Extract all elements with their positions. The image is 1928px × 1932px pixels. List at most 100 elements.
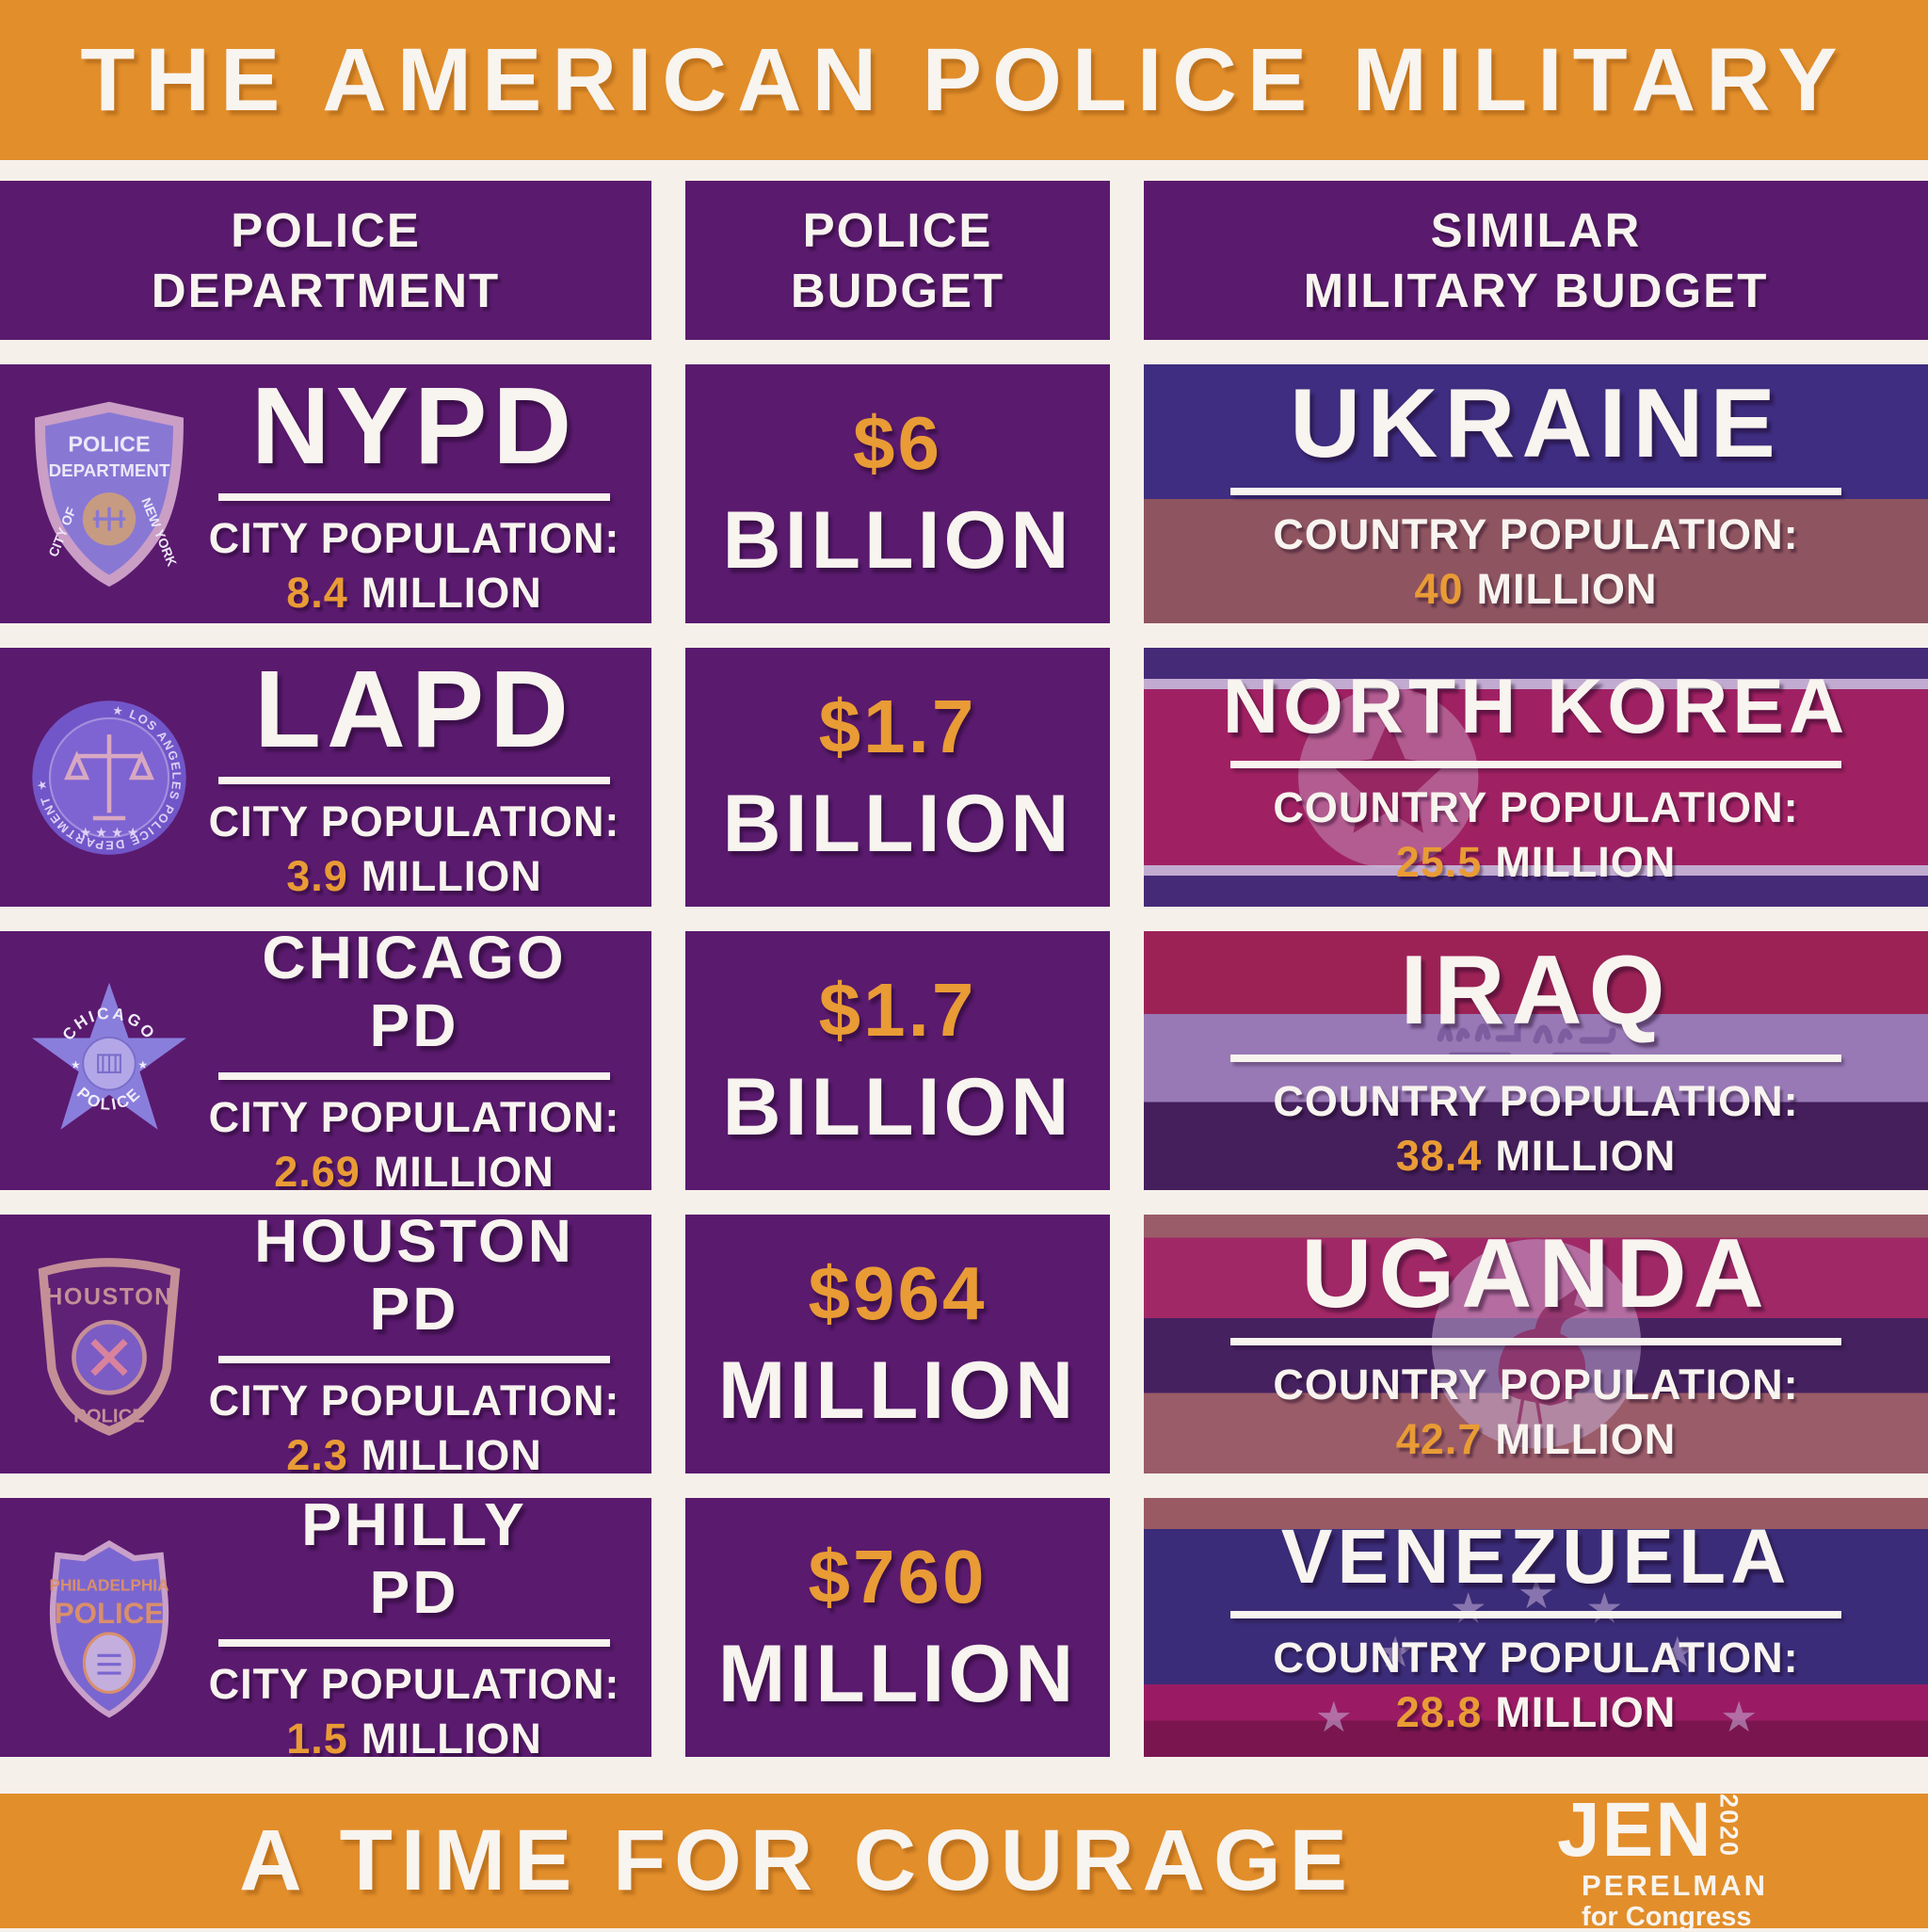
military-text-block: IRAQ COUNTRY POPULATION: 38.4 MILLION <box>1144 931 1928 1190</box>
police-department-cell: HOUSTON POLICE HOUSTON PD CITY POPULATIO… <box>0 1215 651 1473</box>
column-header-similar-military-budget: SIMILAR MILITARY BUDGET <box>1144 181 1928 340</box>
divider-rule <box>218 1639 610 1648</box>
budget-amount: $964 <box>808 1251 988 1335</box>
page-title: THE AMERICAN POLICE MILITARY <box>80 29 1848 130</box>
police-budget-cell: $1.7 BILLION <box>685 931 1110 1190</box>
divider-rule <box>1229 1610 1842 1618</box>
svg-text:POLICE: POLICE <box>55 1597 164 1630</box>
svg-text:★: ★ <box>137 1057 148 1071</box>
campaign-tagline: A TIME FOR COURAGE <box>239 1812 1356 1908</box>
budget-amount: $1.7 <box>818 684 977 768</box>
country-population-value: 38.4 MILLION <box>1396 1132 1677 1181</box>
military-budget-cell: NORTH KOREA COUNTRY POPULATION: 25.5 MILL… <box>1144 648 1928 907</box>
country-population-value: 42.7 MILLION <box>1396 1415 1677 1464</box>
divider-rule <box>1229 1054 1842 1062</box>
military-text-block: NORTH KOREA COUNTRY POPULATION: 25.5 MILL… <box>1144 648 1928 907</box>
divider-rule <box>218 1072 610 1081</box>
city-population-label: CITY POPULATION: <box>208 797 620 845</box>
population-number: 1.5 <box>286 1715 348 1757</box>
svg-text:★: ★ <box>1585 1585 1623 1632</box>
police-budget-cell: $6 BILLION <box>685 364 1110 623</box>
svg-text:PHILADELPHIA: PHILADELPHIA <box>49 1575 169 1594</box>
logo-jen-text: JEN <box>1557 1786 1713 1873</box>
military-budget-cell: UGANDA COUNTRY POPULATION: 42.7 MILLION <box>1144 1215 1928 1473</box>
svg-text:★: ★ <box>1658 1629 1695 1676</box>
budget-unit: MILLION <box>717 1629 1078 1719</box>
jen-perelman-campaign-logo: JEN 2020 PERELMAN for Congress <box>1557 1786 1768 1932</box>
budget-unit: BILLION <box>722 779 1073 869</box>
population-unit: MILLION <box>1495 837 1677 886</box>
country-population-label: COUNTRY POPULATION: <box>1273 1076 1799 1125</box>
police-department-cell: POLICE DEPARTMENT CITY OF NEW YORK NYPD … <box>0 364 651 623</box>
military-text-block: UGANDA COUNTRY POPULATION: 42.7 MILLION <box>1144 1215 1928 1473</box>
city-population-label: CITY POPULATION: <box>208 1660 620 1709</box>
column-header-police-department: POLICE DEPARTMENT <box>0 181 651 340</box>
country-population-value: 25.5 MILLION <box>1396 838 1677 887</box>
svg-text:DEPARTMENT: DEPARTMENT <box>49 460 170 480</box>
svg-text:HOUSTON: HOUSTON <box>45 1283 173 1310</box>
houston-shield-badge-icon: HOUSTON POLICE <box>38 1258 181 1436</box>
divider-rule <box>1229 487 1842 495</box>
budget-unit: BILLION <box>722 1062 1073 1152</box>
divider-rule <box>218 492 610 501</box>
svg-text:★: ★ <box>1376 1629 1414 1676</box>
country-population-value: 28.8 MILLION <box>1396 1688 1677 1737</box>
population-number: 42.7 <box>1395 1414 1483 1463</box>
population-number: 38.4 <box>1395 1131 1483 1180</box>
svg-text:★: ★ <box>1314 1694 1352 1741</box>
divider-rule <box>218 776 610 784</box>
police-badge-slot: POLICE DEPARTMENT CITY OF NEW YORK <box>17 398 201 589</box>
budget-unit: MILLION <box>717 1345 1078 1436</box>
country-population-label: COUNTRY POPULATION: <box>1273 1360 1799 1409</box>
population-number: 3.9 <box>286 851 348 900</box>
population-unit: MILLION <box>361 1431 542 1473</box>
city-population-label: CITY POPULATION: <box>208 1377 620 1425</box>
population-number: 28.8 <box>1395 1687 1483 1736</box>
military-text-block: VENEZUELA COUNTRY POPULATION: 28.8 MILLIO… <box>1144 1498 1928 1757</box>
population-number: 8.4 <box>286 568 348 617</box>
nypd-shield-badge-icon: POLICE DEPARTMENT CITY OF NEW YORK <box>35 401 184 587</box>
military-budget-cell: ★ ★ ★ ★ ★ ★ ★ VENEZUELA COUNTRY POPULATION: … <box>1144 1498 1928 1757</box>
population-unit: MILLION <box>1495 1131 1677 1180</box>
svg-text:★: ★ <box>1517 1570 1554 1618</box>
police-badge-slot: HOUSTON POLICE <box>17 1248 201 1440</box>
population-number: 25.5 <box>1395 837 1483 886</box>
military-budget-cell: IRAQ COUNTRY POPULATION: 38.4 MILLION <box>1144 931 1928 1190</box>
police-budget-cell: $1.7 BILLION <box>685 648 1110 907</box>
police-badge-slot: CHICAGO POLICE ★ ★ <box>17 980 201 1142</box>
military-budget-cell: UKRAINE COUNTRY POPULATION: 40 MILLION <box>1144 364 1928 623</box>
population-unit: MILLION <box>1495 1687 1677 1736</box>
city-population-value: 8.4 MILLION <box>201 569 627 618</box>
header-line: SIMILAR <box>1430 202 1642 257</box>
department-name: PHILLY PD <box>301 1498 527 1626</box>
logo-year-text: 2020 <box>1714 1793 1743 1858</box>
header-line: POLICE <box>802 202 993 257</box>
city-population-value: 2.69 MILLION <box>201 1148 627 1190</box>
lapd-seal-badge-icon: ★ LOS ANGELES POLICE DEPARTMENT ★ ★ ★ ★ … <box>32 700 186 855</box>
country-name: NORTH KOREA <box>1222 663 1850 749</box>
department-name: CHICAGO PD <box>262 931 567 1059</box>
police-badge-slot: ★ LOS ANGELES POLICE DEPARTMENT ★ ★ ★ ★ … <box>17 697 201 859</box>
country-name: UGANDA <box>1301 1218 1771 1328</box>
police-budget-cell: $760 MILLION <box>685 1498 1110 1757</box>
logo-top-row: JEN 2020 <box>1557 1786 1768 1873</box>
header-line: DEPARTMENT <box>151 263 501 317</box>
divider-rule <box>218 1356 610 1364</box>
population-unit: MILLION <box>1495 1414 1677 1463</box>
svg-text:★: ★ <box>1449 1585 1486 1632</box>
top-banner: THE AMERICAN POLICE MILITARY <box>0 0 1928 160</box>
bottom-banner: A TIME FOR COURAGE JEN 2020 PERELMAN for… <box>0 1786 1928 1932</box>
department-text-block: LAPD CITY POPULATION: 3.9 MILLION <box>201 654 651 901</box>
department-text-block: HOUSTON PD CITY POPULATION: 2.3 MILLION <box>201 1215 651 1473</box>
column-header-police-budget: POLICE BUDGET <box>685 181 1110 340</box>
svg-text:POLICE: POLICE <box>73 1406 145 1426</box>
logo-for-congress-text: for Congress <box>1582 1901 1752 1932</box>
police-department-cell: ★ LOS ANGELES POLICE DEPARTMENT ★ ★ ★ ★ … <box>0 648 651 907</box>
budget-amount: $1.7 <box>818 968 977 1052</box>
population-unit: MILLION <box>1476 564 1658 613</box>
svg-text:★: ★ <box>1720 1694 1758 1741</box>
svg-text:★: ★ <box>71 1057 81 1071</box>
city-population-label: CITY POPULATION: <box>208 513 620 562</box>
country-population-label: COUNTRY POPULATION: <box>1273 782 1799 831</box>
